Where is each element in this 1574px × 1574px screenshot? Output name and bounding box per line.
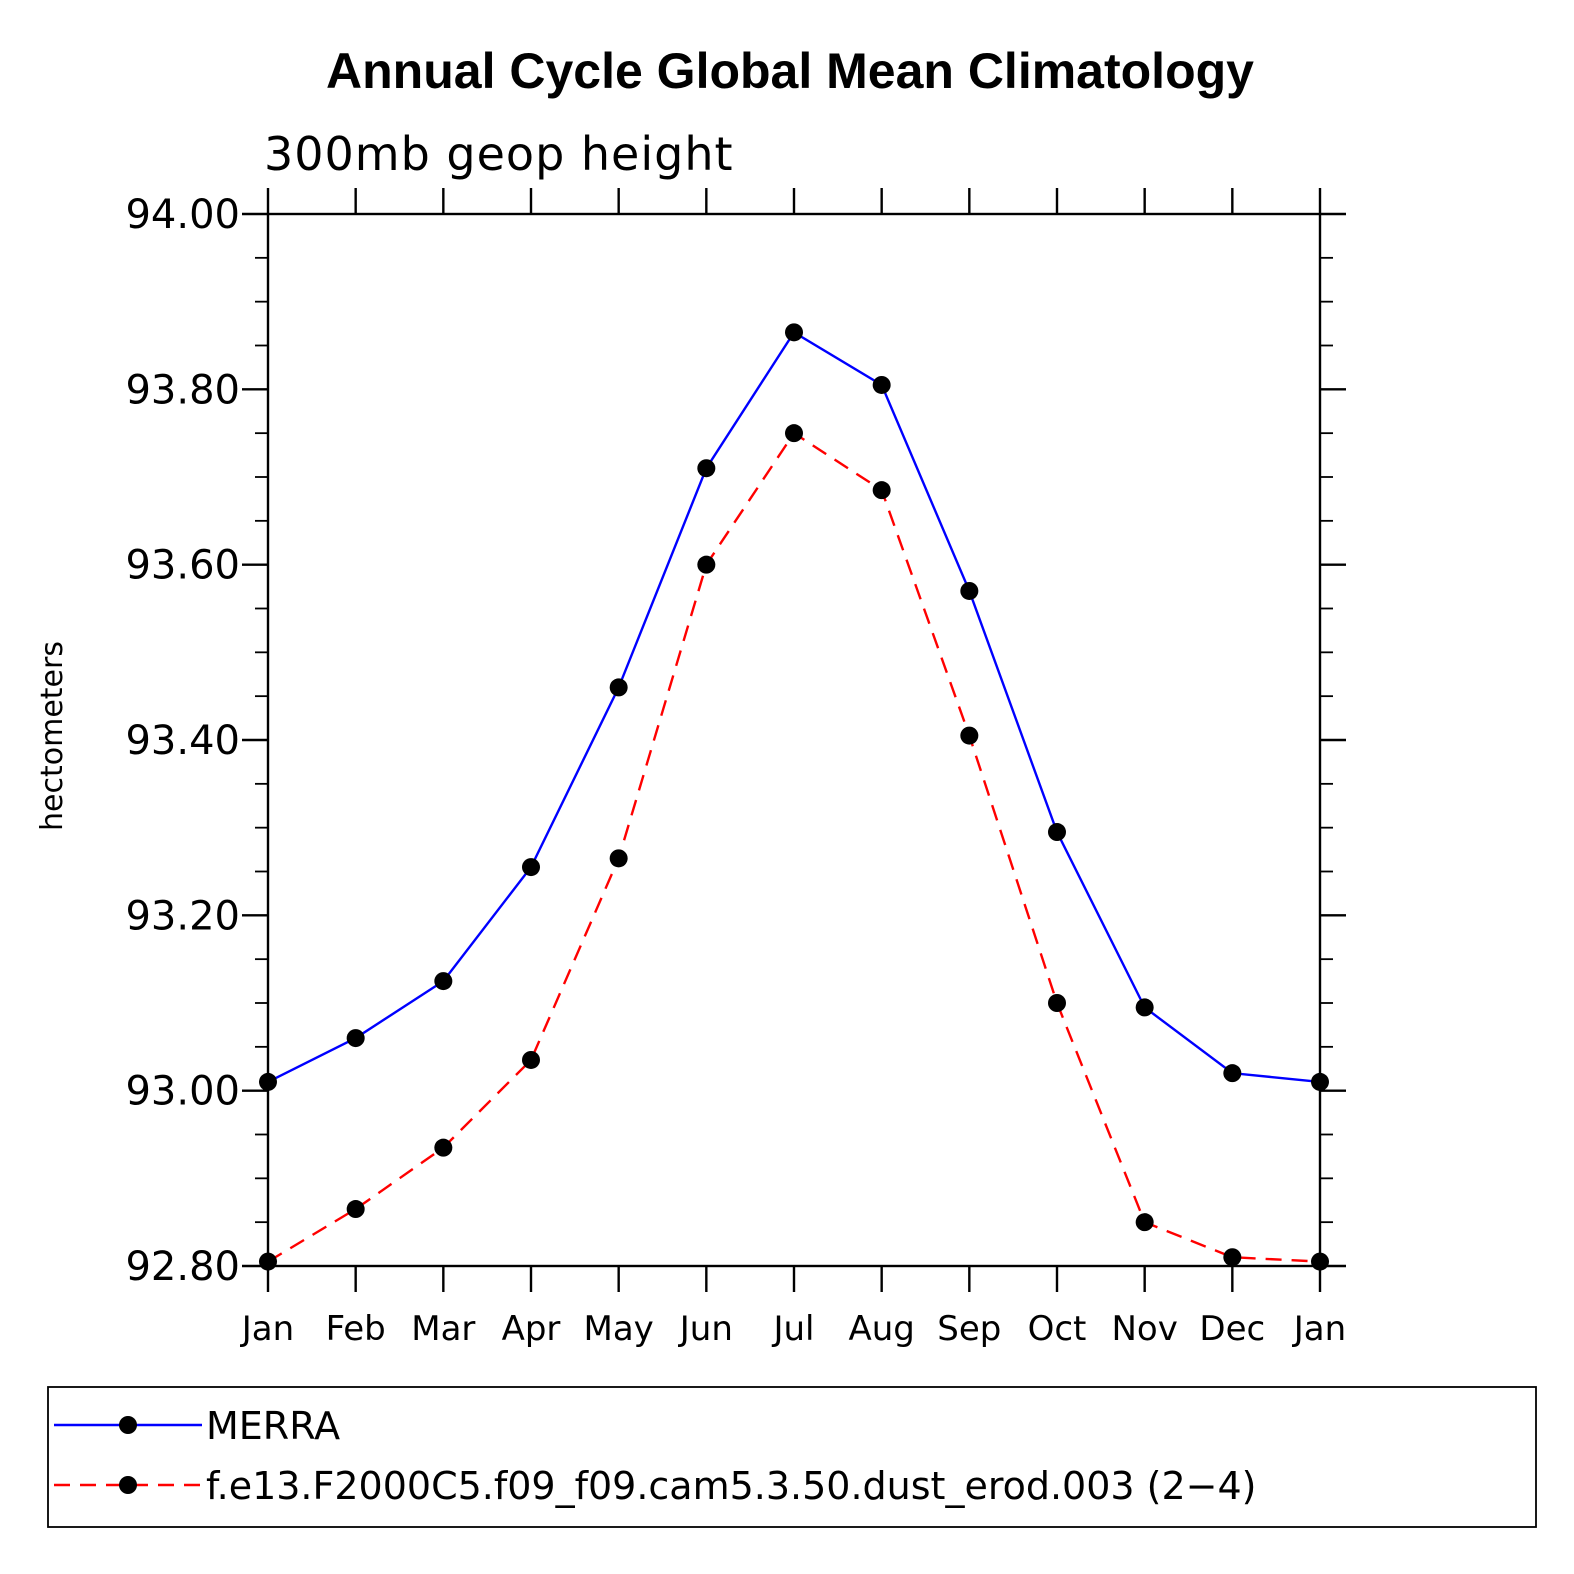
data-point <box>609 678 628 697</box>
y-tick-label: 93.80 <box>125 367 240 413</box>
data-point <box>434 1138 453 1157</box>
y-tick-label: 93.00 <box>125 1069 240 1115</box>
data-point <box>1048 994 1066 1012</box>
x-tick-label: Nov <box>1111 1309 1177 1349</box>
legend: MERRA f.e13.F2000C5.f09_f09.cam5.3.50.dus… <box>47 1386 1537 1528</box>
data-point <box>1223 1064 1242 1083</box>
data-point <box>346 1029 365 1048</box>
x-tick-label: Jun <box>678 1309 733 1349</box>
chart-title: Annual Cycle Global Mean Climatology <box>326 43 1254 99</box>
data-point <box>872 375 891 394</box>
x-tick-label: Jan <box>1292 1309 1346 1349</box>
x-tick-label: Aug <box>848 1309 914 1349</box>
data-point <box>434 972 453 991</box>
y-tick-label: 92.80 <box>125 1244 240 1290</box>
data-point <box>1135 998 1154 1017</box>
series-line-merra <box>267 330 1321 1084</box>
data-point <box>697 459 716 478</box>
data-point <box>609 849 628 868</box>
x-tick-label: Jul <box>771 1309 814 1349</box>
data-point <box>785 323 803 342</box>
data-point <box>785 424 803 443</box>
x-tick-label: Dec <box>1199 1309 1265 1349</box>
x-tick-label: Oct <box>1028 1309 1087 1349</box>
plot-frame <box>266 212 1322 1268</box>
chart-subtitle: 300mb geop height <box>264 127 734 181</box>
data-point <box>1311 1252 1329 1271</box>
x-tick-label: Sep <box>937 1309 1001 1349</box>
x-tick-label: Jan <box>240 1309 294 1349</box>
series-line-model <box>267 431 1321 1263</box>
data-point <box>522 858 540 877</box>
data-point <box>872 481 891 500</box>
x-tick-label: Mar <box>411 1309 475 1349</box>
data-point <box>522 1050 540 1069</box>
data-point <box>346 1200 365 1219</box>
y-axis-label: hectometers <box>35 641 70 831</box>
y-tick-label: 93.40 <box>125 718 240 764</box>
y-tick-label: 93.20 <box>125 893 240 939</box>
y-tick-label: 93.60 <box>125 543 240 589</box>
data-point <box>697 555 716 574</box>
legend-label-model: f.e13.F2000C5.f09_f09.cam5.3.50.dust_ero… <box>206 1464 1257 1508</box>
data-point <box>1048 823 1066 842</box>
x-tick-label: Apr <box>502 1309 561 1349</box>
data-point <box>1311 1072 1329 1091</box>
axes: 92.80 93.00 93.20 93.40 93.60 93.80 94.00 Jan Fe… <box>125 188 1346 1349</box>
x-tick-label: May <box>584 1309 654 1349</box>
y-tick-label: 94.00 <box>125 192 240 238</box>
data-point <box>960 581 979 600</box>
series-layer <box>259 323 1329 1271</box>
data-point <box>259 1252 277 1271</box>
data-point <box>960 726 979 745</box>
legend-label-merra: MERRA <box>206 1404 340 1448</box>
data-point <box>259 1072 277 1091</box>
legend-box <box>47 1386 1537 1528</box>
legend-marker <box>119 1476 137 1494</box>
data-point <box>1135 1213 1154 1232</box>
legend-marker <box>119 1416 137 1434</box>
x-tick-label: Feb <box>326 1309 386 1349</box>
data-point <box>1223 1248 1242 1267</box>
